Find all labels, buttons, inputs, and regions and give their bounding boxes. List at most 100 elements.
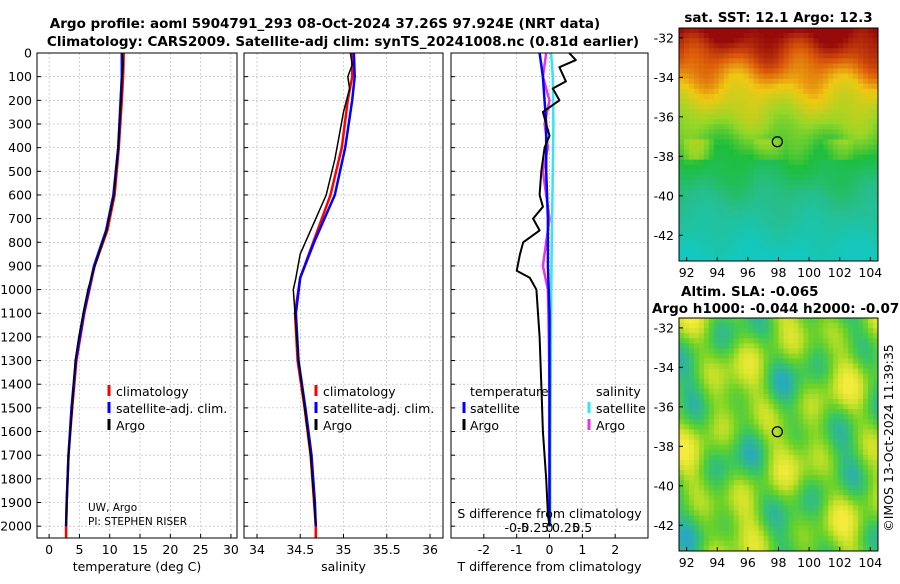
map-cell (733, 195, 740, 201)
map-cell (773, 358, 779, 364)
map-cell (698, 480, 705, 486)
map-cell (738, 164, 745, 171)
map-cell (763, 545, 769, 552)
map-cell (683, 48, 690, 54)
map-cell (773, 114, 779, 120)
map-cell (679, 358, 685, 364)
map-cell (683, 78, 690, 85)
map-cell (823, 124, 829, 130)
map-cell (763, 235, 769, 242)
map-cell (818, 393, 824, 400)
map-cell (843, 510, 849, 516)
map-cell (753, 240, 760, 247)
map-cell (718, 464, 725, 471)
map-cell (688, 393, 695, 400)
map-cell (833, 530, 839, 537)
map-cell (679, 58, 685, 64)
map-cell (858, 388, 864, 395)
map-cell (778, 43, 784, 49)
map-cell (823, 78, 829, 85)
map-cell (693, 179, 700, 186)
map-cell (748, 134, 755, 140)
x-tick-label: 1 (578, 542, 586, 557)
map-cell (858, 200, 864, 206)
map-cell (713, 235, 720, 242)
y-tick-label: 700 (8, 211, 32, 226)
map-cell (713, 58, 720, 64)
map-cell (813, 414, 819, 420)
map-cell (858, 43, 864, 49)
map-cell (858, 28, 864, 34)
map-cell (823, 434, 829, 440)
map-cell (688, 144, 695, 150)
map-cell (793, 210, 799, 216)
map-cell (813, 444, 819, 451)
map-cell (843, 250, 849, 257)
map-cell (743, 368, 750, 375)
map-cell (683, 73, 690, 80)
map-cell (798, 348, 804, 354)
map-cell (733, 63, 740, 69)
map-cell (718, 454, 725, 461)
map-cell (818, 515, 824, 522)
map-cell (763, 144, 769, 150)
map-cell (803, 129, 809, 135)
map-cell (863, 535, 869, 542)
map-cell (738, 98, 745, 105)
map-cell (793, 520, 799, 527)
map-cell (683, 373, 690, 380)
map-cell (718, 240, 725, 247)
map-cell (728, 545, 735, 552)
map-cell (748, 98, 755, 105)
map-x-tick-label: 92 (679, 265, 695, 280)
map-cell (818, 348, 824, 354)
map-cell (713, 205, 720, 211)
map-cell (828, 53, 834, 59)
map-cell (823, 225, 829, 232)
map-cell (693, 525, 700, 532)
map-cell (743, 338, 750, 344)
map-cell (873, 515, 879, 522)
map-cell (828, 388, 834, 395)
map-cell (753, 78, 760, 85)
map-cell (823, 119, 829, 125)
map-cell (708, 179, 715, 186)
map-cell (768, 414, 774, 420)
map-cell (808, 495, 814, 501)
map-cell (778, 174, 784, 181)
map-cell (843, 348, 849, 354)
map-cell (813, 383, 819, 390)
map-cell (843, 469, 849, 476)
map-cell (873, 245, 879, 252)
map-cell (728, 58, 735, 64)
map-cell (679, 414, 685, 420)
map-cell (838, 429, 844, 435)
map-cell (679, 495, 685, 501)
map-cell (753, 245, 760, 252)
map-cell (838, 449, 844, 456)
map-cell (828, 485, 834, 491)
map-cell (738, 215, 745, 221)
map-cell (873, 149, 879, 156)
map-cell (718, 480, 725, 486)
map-cell (838, 43, 844, 49)
map-cell (733, 439, 740, 446)
map-cell (679, 48, 685, 54)
map-cell (723, 185, 730, 191)
map-cell (743, 48, 750, 54)
map-cell (793, 490, 799, 496)
map-cell (728, 404, 735, 410)
map-cell (708, 114, 715, 120)
map-cell (858, 119, 864, 125)
map-cell (728, 530, 735, 537)
map-cell (793, 348, 799, 354)
map-cell (823, 68, 829, 74)
map-cell (858, 480, 864, 486)
map-cell (733, 124, 740, 130)
map-cell (773, 58, 779, 64)
map-cell (873, 378, 879, 385)
map-cell (858, 475, 864, 481)
map-cell (783, 373, 789, 380)
map-cell (693, 119, 700, 125)
map-cell (813, 109, 819, 115)
